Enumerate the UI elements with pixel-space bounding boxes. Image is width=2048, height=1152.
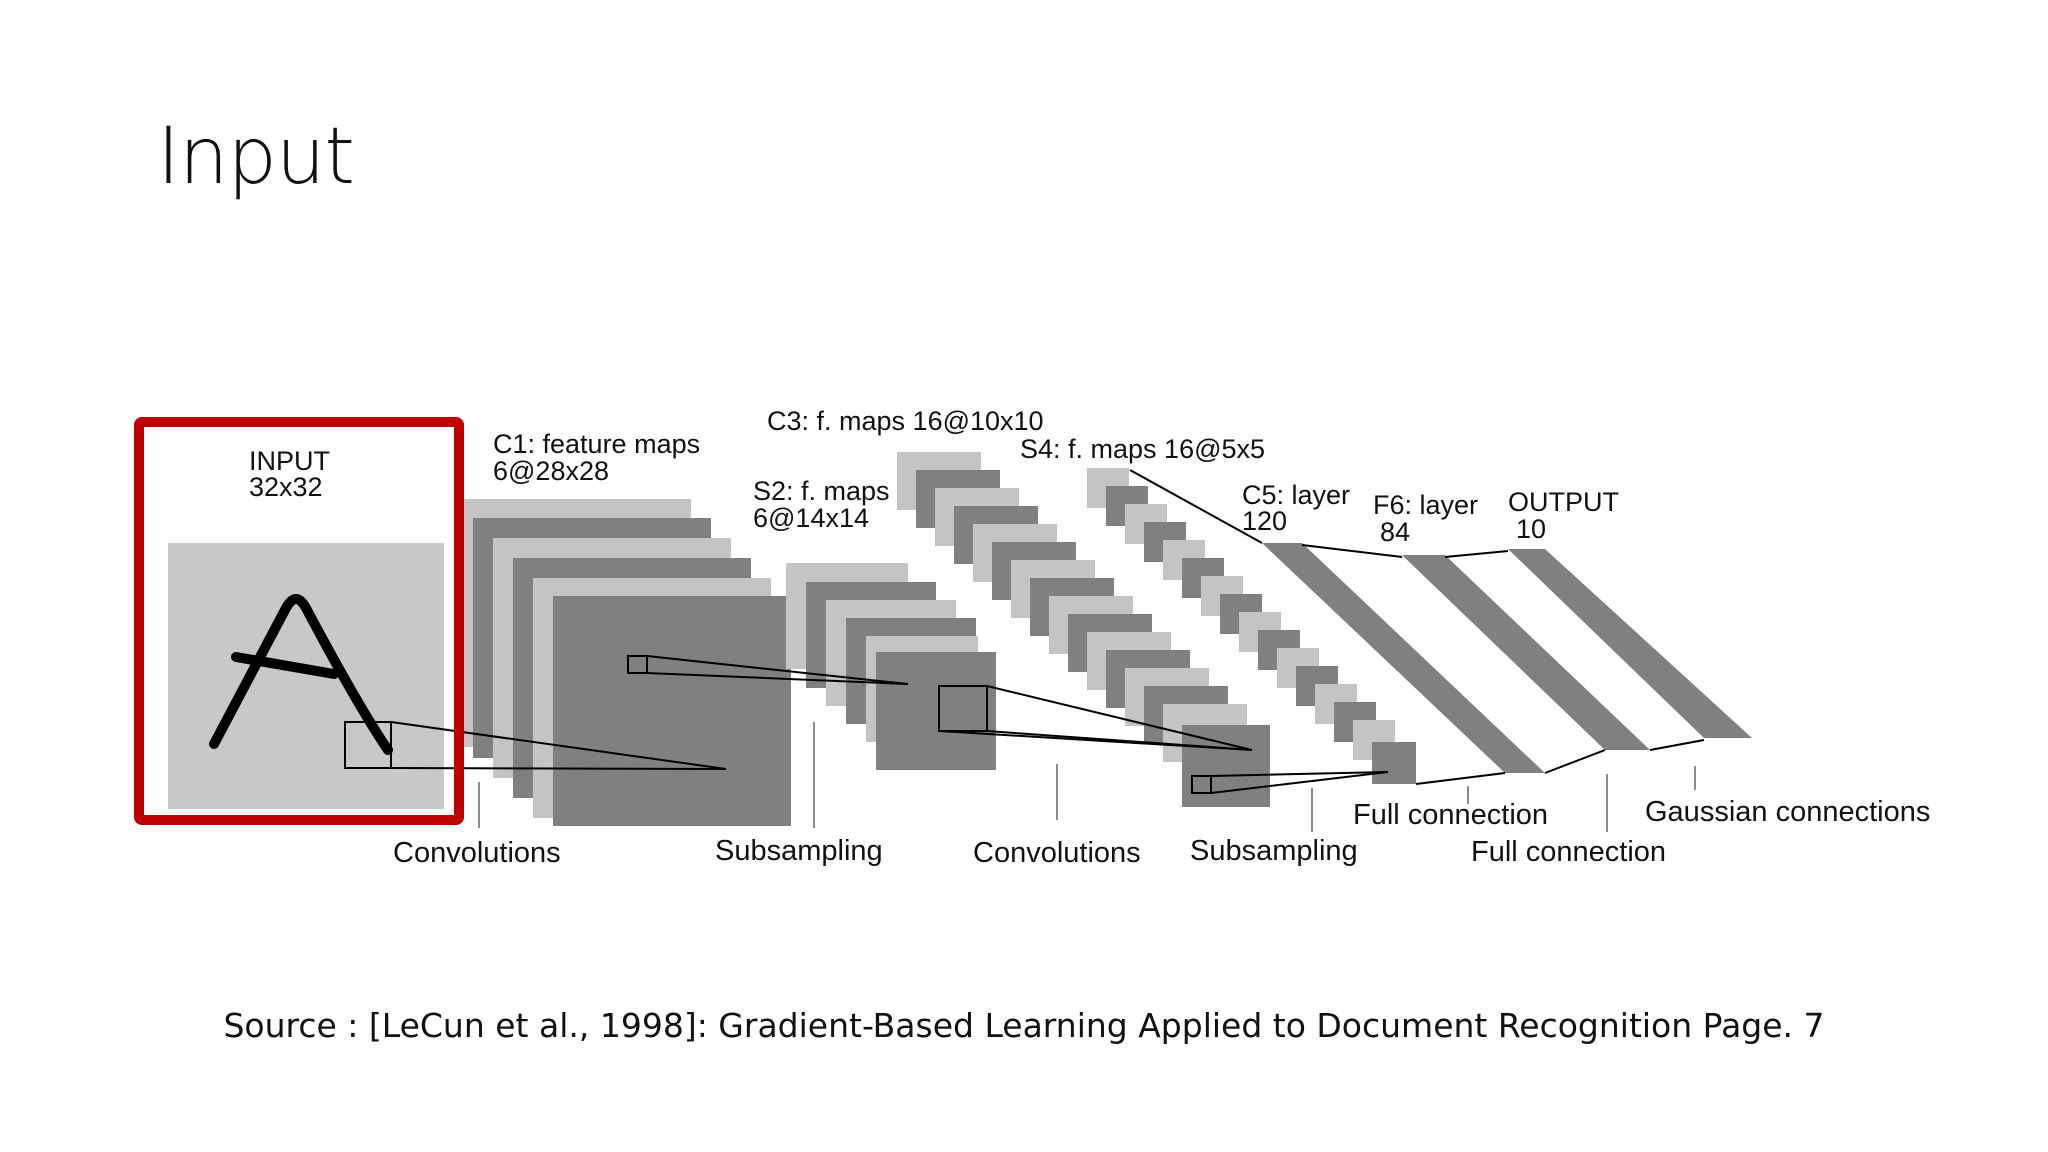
c1-size-label: 6@28x28 xyxy=(493,456,609,486)
full-connection-label-1: Full connection xyxy=(1353,799,1548,831)
c3-feature-maps xyxy=(897,452,1270,807)
subsampling-label-2: Subsampling xyxy=(1190,835,1358,867)
s2-size-label: 6@14x14 xyxy=(753,503,869,533)
output-layer xyxy=(1508,549,1752,738)
f6-label: F6: layer xyxy=(1373,490,1478,520)
s2-label: S2: f. maps xyxy=(753,476,890,506)
c5-label: C5: layer xyxy=(1242,480,1350,510)
full-connection-label-2: Full connection xyxy=(1471,836,1666,868)
convolutions-label-1: Convolutions xyxy=(393,837,561,869)
output-size-label: 10 xyxy=(1516,514,1546,544)
input-image xyxy=(168,543,444,809)
s4-feature-maps xyxy=(1087,468,1416,784)
c1-feature-maps xyxy=(463,499,791,826)
c1-label: C1: feature maps xyxy=(493,429,700,459)
convolutions-label-2: Convolutions xyxy=(973,837,1141,869)
c3-label: C3: f. maps 16@10x10 xyxy=(767,406,1044,436)
s4-label: S4: f. maps 16@5x5 xyxy=(1020,434,1265,464)
gaussian-connections-label: Gaussian connections xyxy=(1645,796,1930,828)
slide-title: Input xyxy=(157,112,355,202)
f6-size-label: 84 xyxy=(1380,517,1410,547)
output-label: OUTPUT xyxy=(1508,487,1619,517)
s2-feature-maps xyxy=(786,563,996,770)
c5-layer xyxy=(1262,543,1545,773)
f6-layer xyxy=(1402,555,1650,750)
receptive-field-lines xyxy=(344,469,1705,794)
operation-ticks xyxy=(478,722,1696,832)
subsampling-label-1: Subsampling xyxy=(715,835,883,867)
source-citation: Source : [LeCun et al., 1998]: Gradient-… xyxy=(223,1006,1825,1045)
input-size-label: 32x32 xyxy=(249,472,323,502)
input-highlight-box xyxy=(134,417,464,825)
c5-size-label: 120 xyxy=(1242,506,1287,536)
input-label: INPUT xyxy=(249,446,330,476)
